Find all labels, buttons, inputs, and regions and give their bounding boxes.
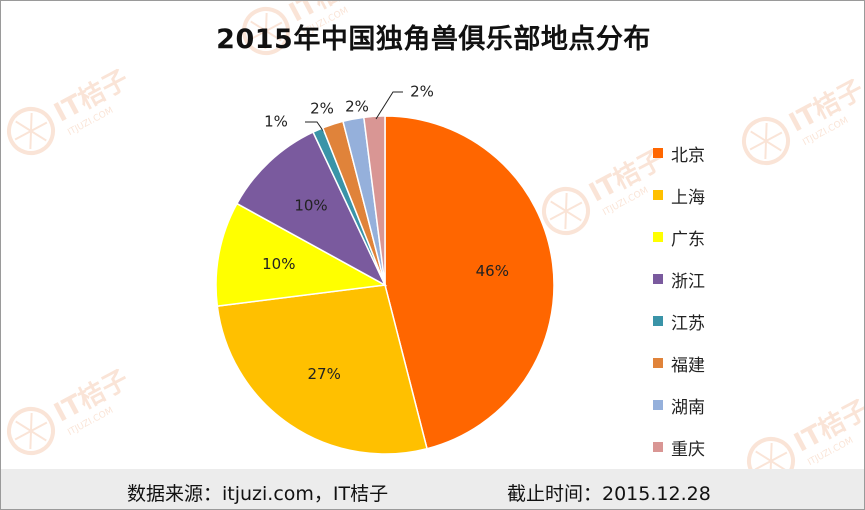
- leader-line-5: [305, 121, 325, 133]
- data-source-note: 数据来源：itjuzi.com，IT桔子: [127, 483, 389, 505]
- legend-item-7: 湖南: [653, 384, 763, 426]
- legend-swatch: [653, 232, 663, 242]
- legend-label: 湖南: [671, 397, 705, 418]
- legend-label: 上海: [671, 187, 705, 208]
- chart-title: 2015年中国独角兽俱乐部地点分布: [216, 24, 651, 55]
- legend-label: 浙江: [671, 271, 705, 292]
- legend-swatch: [653, 274, 663, 284]
- legend-label: 重庆: [671, 439, 705, 460]
- data-label-7: 2%: [345, 98, 369, 116]
- data-label-3: 10%: [262, 255, 295, 273]
- data-label-5: 1%: [264, 113, 288, 131]
- pie-chart: 46% 27% 10% 10% 1% 2% 2% 2%: [215, 83, 555, 455]
- legend-label: 北京: [671, 145, 705, 166]
- legend-label: 福建: [671, 355, 705, 376]
- data-label-6: 2%: [310, 100, 334, 118]
- legend-item-5: 江苏: [653, 300, 763, 342]
- legend-swatch: [653, 316, 663, 326]
- legend-swatch: [653, 358, 663, 368]
- legend-label: 广东: [671, 229, 705, 250]
- pie-slice-2: [216, 284, 428, 455]
- footer-bar: 数据来源：itjuzi.com，IT桔子 截止时间：2015.12.28: [1, 469, 864, 509]
- pie-slice-8: [362, 115, 386, 286]
- data-label-4: 10%: [294, 197, 327, 215]
- data-label-1: 46%: [476, 262, 509, 280]
- legend-item-2: 上海: [653, 174, 763, 216]
- legend-item-8: 重庆: [653, 426, 763, 468]
- legend-swatch: [653, 442, 663, 452]
- pie-slice-3: [215, 202, 388, 308]
- leader-line-8: [375, 91, 403, 120]
- pie-slice-1: [384, 115, 555, 450]
- chart-legend: 北京上海广东浙江江苏福建湖南重庆: [653, 132, 763, 468]
- legend-label: 江苏: [671, 313, 705, 334]
- pie-slice-4: [235, 131, 387, 287]
- legend-swatch: [653, 148, 663, 158]
- data-label-2: 27%: [308, 365, 341, 383]
- legend-item-3: 广东: [653, 216, 763, 258]
- data-label-8: 2%: [410, 83, 434, 101]
- legend-item-1: 北京: [653, 132, 763, 174]
- cutoff-date-note: 截止时间：2015.12.28: [507, 483, 711, 505]
- legend-item-4: 浙江: [653, 258, 763, 300]
- legend-item-6: 福建: [653, 342, 763, 384]
- legend-swatch: [653, 400, 663, 410]
- legend-swatch: [653, 190, 663, 200]
